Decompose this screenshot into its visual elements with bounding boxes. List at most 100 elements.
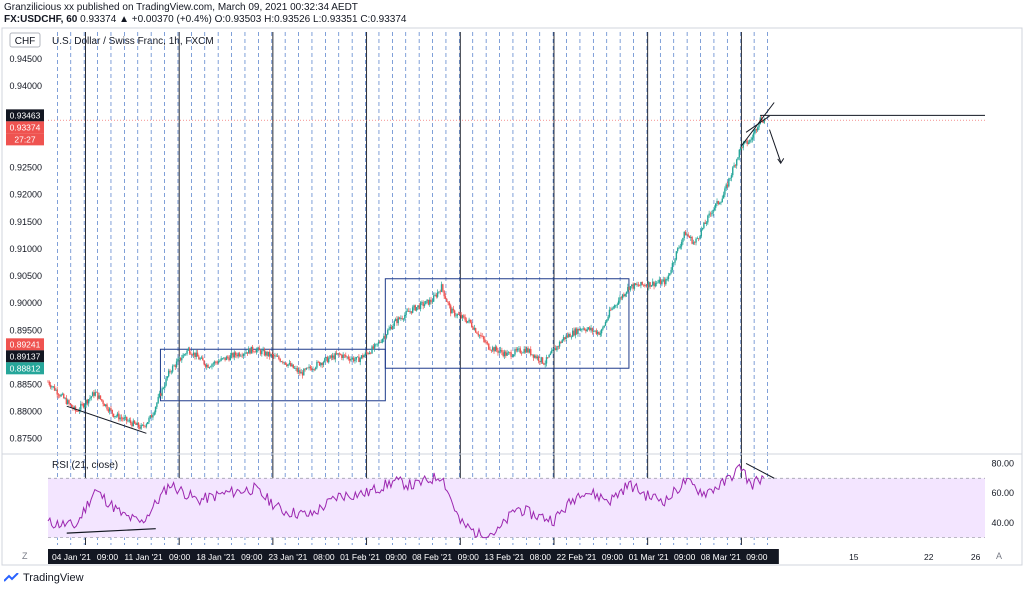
candle-body bbox=[749, 140, 751, 143]
corner-a-label[interactable]: A bbox=[996, 551, 1002, 561]
candle-body bbox=[662, 279, 664, 281]
candle-body bbox=[515, 349, 518, 351]
rsi-divergence-line bbox=[745, 462, 775, 479]
candle-body bbox=[543, 363, 545, 365]
candle-body bbox=[388, 328, 390, 331]
candle-body bbox=[717, 201, 720, 204]
candle-body bbox=[337, 353, 339, 355]
rsi-trendline-low bbox=[66, 528, 156, 534]
candle-body bbox=[602, 327, 604, 330]
candle-body bbox=[185, 353, 187, 355]
candle-body bbox=[212, 363, 214, 365]
x-tick-label: 13 Feb '21 bbox=[484, 552, 524, 562]
corner-z-label[interactable]: Z bbox=[22, 551, 28, 561]
candle-body bbox=[371, 346, 373, 354]
candle-body bbox=[164, 385, 166, 389]
candle-body bbox=[594, 330, 596, 332]
candle-body bbox=[649, 282, 651, 287]
currency-button[interactable]: CHF bbox=[15, 36, 36, 47]
candle-body bbox=[638, 285, 641, 287]
candle-body bbox=[634, 283, 637, 285]
candle-body bbox=[684, 231, 687, 236]
candle-body bbox=[111, 409, 113, 414]
candle-body bbox=[93, 392, 95, 396]
x-tick-label: 15 bbox=[849, 552, 859, 562]
candle-body bbox=[754, 129, 756, 133]
candle-body bbox=[85, 400, 87, 405]
open-label: O: bbox=[214, 14, 226, 25]
candle-body bbox=[325, 356, 327, 359]
candle-body bbox=[253, 351, 255, 353]
candle-body bbox=[617, 300, 620, 305]
candle-body bbox=[627, 286, 629, 292]
candle-body bbox=[671, 263, 674, 271]
candle-body bbox=[711, 213, 713, 215]
x-tick-label: 09:00 bbox=[169, 552, 191, 562]
candle-body bbox=[309, 366, 312, 369]
tradingview-footer[interactable]: TradingView bbox=[4, 572, 84, 584]
candle-body bbox=[165, 378, 167, 386]
candle-body bbox=[286, 364, 288, 366]
candle-body bbox=[593, 330, 595, 332]
candle-body bbox=[724, 188, 726, 195]
candle-body bbox=[537, 356, 540, 361]
y-tick-label: 0.94500 bbox=[9, 54, 42, 64]
candle-body bbox=[557, 346, 559, 347]
candle-body bbox=[756, 127, 759, 131]
candle-body bbox=[118, 413, 120, 420]
x-tick-label: 26 bbox=[971, 552, 981, 562]
candle-body bbox=[637, 284, 640, 286]
candle-body bbox=[223, 357, 225, 359]
candle-body bbox=[762, 121, 764, 123]
candle-body bbox=[596, 331, 599, 334]
candle-body bbox=[732, 167, 734, 176]
candle-body bbox=[73, 406, 75, 409]
candle-body bbox=[490, 350, 493, 351]
candle-body bbox=[179, 357, 182, 361]
candle-body bbox=[132, 420, 134, 427]
candle-body bbox=[307, 367, 309, 369]
candle-body bbox=[623, 294, 625, 297]
candle-body bbox=[753, 132, 755, 138]
candle-body bbox=[610, 309, 612, 311]
trendline-low bbox=[66, 405, 147, 434]
candle-body bbox=[678, 247, 680, 249]
candle-body bbox=[648, 282, 650, 288]
candle-body bbox=[129, 420, 132, 423]
candle-body bbox=[199, 358, 201, 360]
candle-body bbox=[368, 352, 371, 354]
candle-body bbox=[157, 397, 159, 403]
candle-body bbox=[136, 422, 138, 425]
candle-body bbox=[213, 361, 216, 364]
candle-body bbox=[267, 351, 270, 356]
candle-body bbox=[187, 348, 190, 351]
x-tick-label: 09:00 bbox=[602, 552, 624, 562]
candle-body bbox=[532, 354, 535, 358]
candle-body bbox=[478, 334, 481, 336]
candle-body bbox=[439, 291, 441, 293]
high-label: H: bbox=[264, 14, 275, 25]
candle-body bbox=[746, 140, 748, 144]
y-tick-label: 0.89500 bbox=[9, 325, 42, 335]
candle-body bbox=[603, 325, 605, 328]
candle-body bbox=[288, 363, 291, 365]
candle-body bbox=[261, 350, 263, 355]
candle-body bbox=[310, 368, 313, 371]
candle-body bbox=[518, 348, 520, 350]
candle-body bbox=[418, 305, 420, 310]
candle-body bbox=[586, 329, 588, 332]
candle-body bbox=[95, 392, 98, 393]
candle-body bbox=[497, 350, 499, 353]
candle-body bbox=[233, 352, 235, 358]
candle-body bbox=[274, 355, 276, 357]
candle-body bbox=[523, 349, 525, 353]
candle-body bbox=[221, 358, 224, 359]
candle-body bbox=[516, 348, 519, 351]
candle-body bbox=[747, 142, 750, 144]
price-badge bbox=[6, 338, 44, 351]
candle-body bbox=[385, 334, 388, 338]
candle-body bbox=[625, 291, 628, 294]
candle-body bbox=[53, 386, 56, 391]
candle-body bbox=[90, 396, 92, 398]
